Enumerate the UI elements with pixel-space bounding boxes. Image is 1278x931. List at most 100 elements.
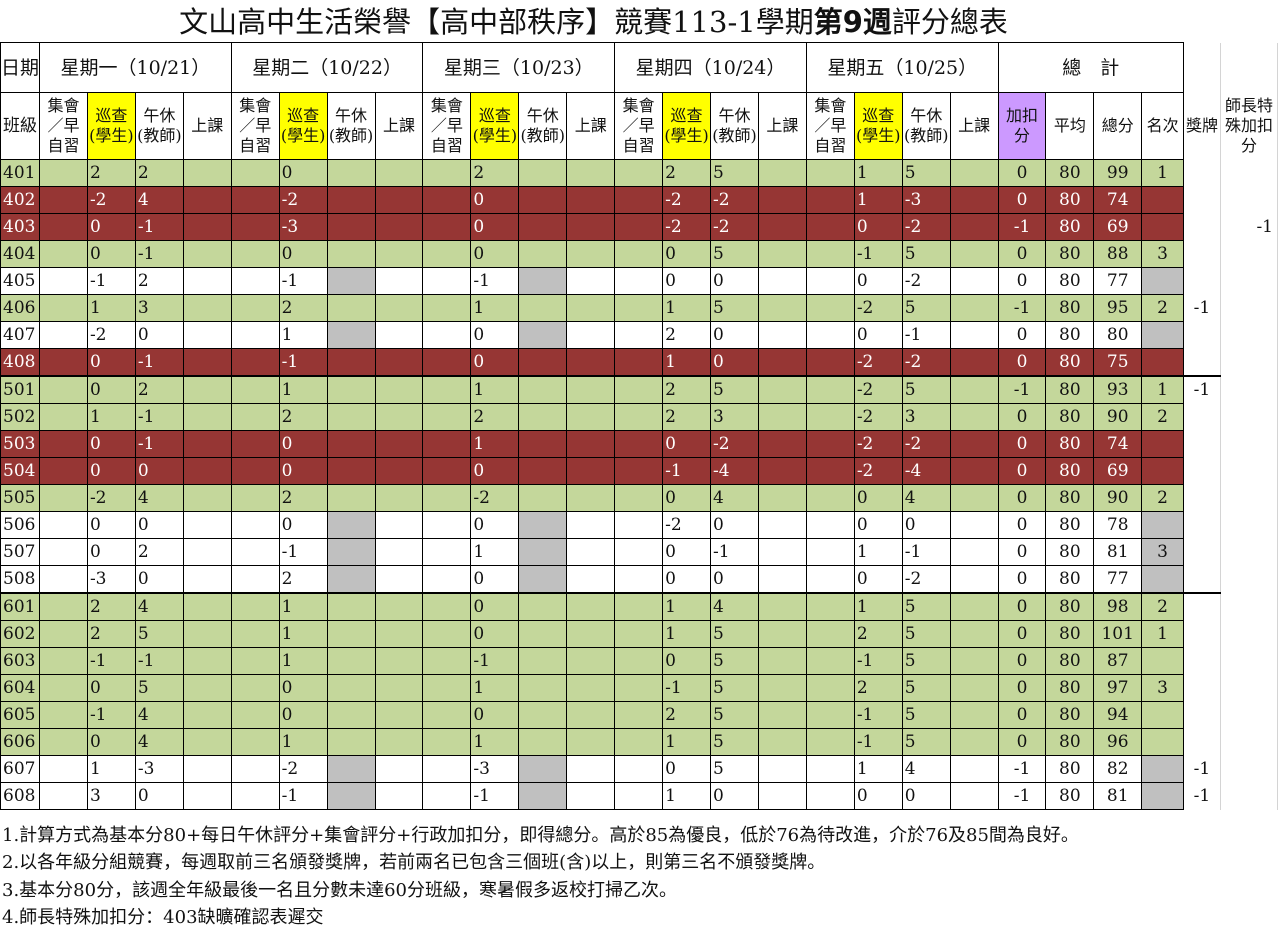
score-cell: 0 bbox=[662, 565, 712, 594]
average-cell: 80 bbox=[1045, 647, 1095, 675]
total-cell: 74 bbox=[1093, 186, 1143, 214]
average-cell: 80 bbox=[1045, 294, 1095, 322]
score-cell bbox=[39, 674, 88, 702]
score-cell: -2 bbox=[86, 186, 136, 214]
total-cell: 81 bbox=[1093, 538, 1143, 566]
score-cell bbox=[757, 186, 807, 214]
score-cell bbox=[230, 186, 280, 214]
score-cell: 0 bbox=[278, 240, 328, 268]
score-cell bbox=[805, 348, 855, 377]
score-cell: 2 bbox=[662, 701, 712, 729]
score-cell bbox=[566, 755, 616, 783]
score-cell bbox=[805, 538, 855, 566]
score-cell bbox=[518, 511, 568, 539]
class-cell: 408 bbox=[0, 348, 41, 377]
day-fri-header: 星期五（10/25） bbox=[805, 42, 999, 93]
score-cell bbox=[566, 186, 616, 214]
score-cell: 1 bbox=[470, 538, 520, 566]
score-cell bbox=[805, 755, 855, 783]
total-cell: 78 bbox=[1093, 511, 1143, 539]
score-cell bbox=[518, 538, 568, 566]
score-cell: 0 bbox=[710, 321, 759, 349]
score-cell bbox=[374, 647, 424, 675]
score-cell bbox=[326, 348, 376, 377]
score-cell bbox=[182, 294, 232, 322]
score-cell bbox=[39, 267, 88, 295]
score-cell bbox=[39, 159, 88, 187]
adjust-cell: -1 bbox=[997, 782, 1047, 810]
score-cell: -2 bbox=[853, 457, 903, 485]
average-cell: 80 bbox=[1045, 620, 1095, 648]
score-cell: 0 bbox=[710, 511, 759, 539]
score-cell bbox=[230, 159, 280, 187]
average-cell: 80 bbox=[1045, 538, 1095, 566]
score-cell bbox=[326, 294, 376, 322]
score-cell bbox=[230, 484, 280, 512]
score-cell bbox=[326, 240, 376, 268]
rank-cell bbox=[1141, 267, 1185, 295]
score-cell: 0 bbox=[278, 511, 328, 539]
score-cell: -1 bbox=[134, 213, 184, 241]
score-cell: -2 bbox=[278, 186, 328, 214]
total-cell: 88 bbox=[1093, 240, 1143, 268]
score-cell bbox=[757, 620, 807, 648]
score-cell bbox=[374, 565, 424, 594]
score-cell: -1 bbox=[853, 701, 903, 729]
score-cell: 0 bbox=[853, 565, 903, 594]
note-2: 2.以各年級分組競賽，每週取前三名頒發獎牌，若前兩名已包含三個班(含)以上，則第… bbox=[2, 852, 826, 873]
score-cell bbox=[230, 565, 280, 594]
score-cell bbox=[757, 348, 807, 377]
subheader-day3-col2: 巡查(學生) bbox=[470, 92, 520, 160]
score-cell bbox=[518, 647, 568, 675]
score-cell: -2 bbox=[901, 213, 951, 241]
award-cell bbox=[1183, 674, 1221, 702]
score-cell bbox=[182, 159, 232, 187]
score-cell: 2 bbox=[662, 375, 712, 404]
rank-cell: 3 bbox=[1141, 240, 1185, 268]
score-cell bbox=[182, 484, 232, 512]
score-cell bbox=[326, 701, 376, 729]
score-cell bbox=[422, 375, 472, 404]
score-cell: 1 bbox=[470, 375, 520, 404]
score-cell: -3 bbox=[470, 755, 520, 783]
score-cell: 1 bbox=[662, 782, 712, 810]
score-cell bbox=[566, 267, 616, 295]
score-cell bbox=[326, 511, 376, 539]
score-cell: 1 bbox=[86, 755, 136, 783]
score-cell: 0 bbox=[470, 592, 520, 621]
score-cell: 0 bbox=[86, 511, 136, 539]
score-cell: 5 bbox=[710, 159, 759, 187]
subheader-day2-col4: 上課 bbox=[374, 92, 424, 160]
score-cell: 2 bbox=[134, 159, 184, 187]
score-cell bbox=[182, 728, 232, 756]
award-cell: -1 bbox=[1183, 782, 1221, 810]
score-cell bbox=[182, 240, 232, 268]
score-cell bbox=[757, 240, 807, 268]
score-cell: 0 bbox=[470, 701, 520, 729]
rank-cell: 3 bbox=[1141, 538, 1185, 566]
score-cell: 0 bbox=[86, 375, 136, 404]
award-cell: -1 bbox=[1183, 755, 1221, 783]
class-cell: 501 bbox=[0, 375, 41, 404]
score-cell: -1 bbox=[853, 240, 903, 268]
score-cell bbox=[182, 375, 232, 404]
score-cell bbox=[182, 701, 232, 729]
score-cell bbox=[949, 430, 999, 458]
score-cell: -2 bbox=[901, 430, 951, 458]
score-cell: 4 bbox=[901, 755, 951, 783]
note-1: 1.計算方式為基本分80+每日午休評分+集會評分+行政加扣分，即得總分。高於85… bbox=[2, 825, 1079, 846]
score-cell bbox=[230, 511, 280, 539]
score-cell: 0 bbox=[470, 186, 520, 214]
score-cell: -1 bbox=[86, 647, 136, 675]
score-cell bbox=[757, 159, 807, 187]
score-cell: 1 bbox=[278, 620, 328, 648]
score-cell bbox=[805, 620, 855, 648]
table-row: 503 0 -1 0 1 0 -2 -2 -2 0 80 74 bbox=[0, 430, 1278, 458]
score-cell: 1 bbox=[278, 728, 328, 756]
score-cell: 0 bbox=[134, 565, 184, 594]
score-cell: 2 bbox=[278, 294, 328, 322]
score-cell bbox=[614, 321, 664, 349]
score-cell bbox=[422, 592, 472, 621]
score-cell bbox=[805, 782, 855, 810]
score-cell bbox=[805, 565, 855, 594]
